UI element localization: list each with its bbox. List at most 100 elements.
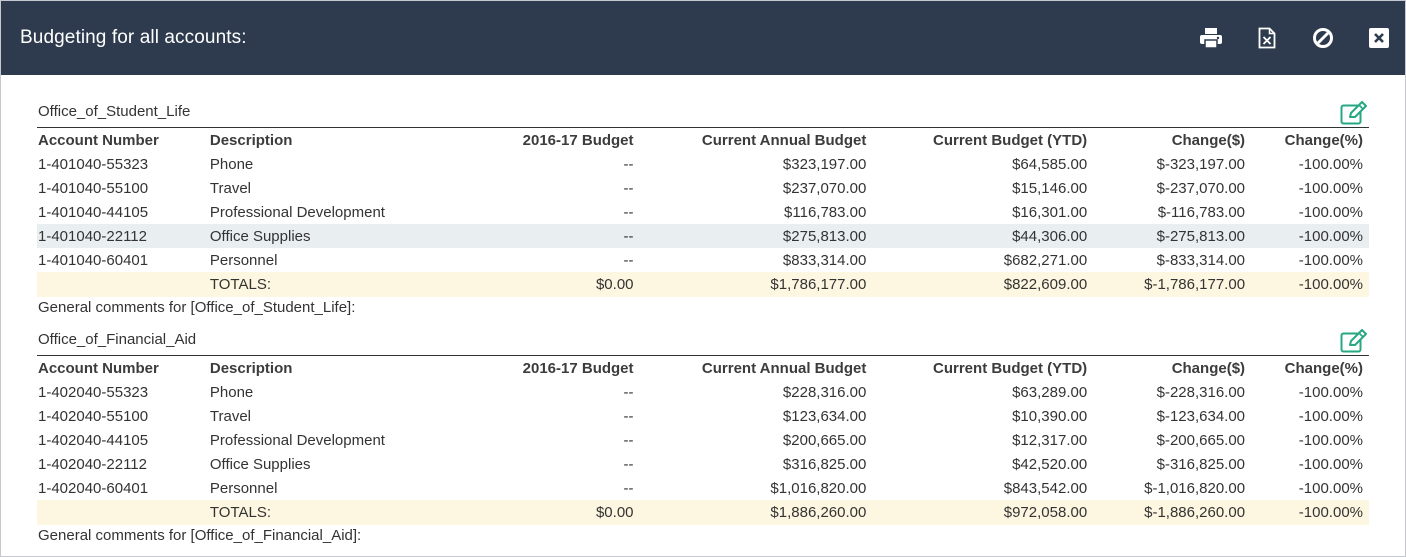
description-cell: Office Supplies [209,455,311,473]
total-change-percent: -100.00% [1251,272,1369,297]
table-row[interactable]: 1-401040-44105 Professional Development … [37,200,1369,224]
ytd-budget-cell: $44,306.00 [872,224,1094,248]
ytd-budget-cell: $10,390.00 [1012,407,1088,425]
budget-section: Office_of_Financial_Aid Account Number [37,328,1369,547]
change-amount-cell: $-237,070.00 [1156,179,1246,197]
change-percent-cell: -100.00% [1298,407,1363,425]
description-cell: Personnel [209,251,278,269]
change-percent-cell: -100.00% [1298,155,1363,173]
table-row[interactable]: 1-401040-55100 Travel -- $237,070.00 $15… [37,176,1369,200]
change-percent-cell: -100.00% [1298,203,1363,221]
annual-budget-cell: $116,783.00 [784,203,867,221]
prior-budget-cell: -- [623,203,634,221]
change-percent-cell: -100.00% [1298,383,1363,401]
total-annual-budget: $1,886,260.00 [639,500,873,525]
table-row[interactable]: 1-402040-22112 Office Supplies -- $316,8… [37,452,1369,476]
description-cell: Travel [209,179,251,197]
change-percent-cell: -100.00% [1298,431,1363,449]
edit-button[interactable] [1339,328,1369,354]
ytd-budget-cell: $64,585.00 [1012,155,1088,173]
section-name: Office_of_Financial_Aid [38,331,197,348]
table-header-row: Account Number Description 2016-17 Budge… [37,356,1369,380]
budget-table: Account Number Description 2016-17 Budge… [37,356,1369,525]
account-number-cell: 1-401040-55323 [38,155,149,173]
account-number-cell: 1-402040-60401 [38,479,149,497]
prior-budget-cell: -- [623,455,634,473]
description-cell: Professional Development [209,203,385,221]
prior-budget-cell: -- [623,155,634,173]
total-ytd-budget: $822,609.00 [872,272,1094,297]
general-comments-label: General comments for [Office_of_Student_… [38,299,356,316]
annual-budget-cell: $237,070.00 [782,179,867,197]
table-row[interactable]: 1-402040-60401 Personnel -- $1,016,820.0… [37,476,1369,500]
account-number-cell: 1-401040-55100 [38,179,149,197]
ytd-budget-cell: $16,301.00 [1012,203,1088,221]
table-row[interactable]: 1-401040-60401 Personnel -- $833,314.00 … [37,248,1369,272]
close-icon [1369,28,1389,48]
table-row[interactable]: 1-402040-55100 Travel -- $123,634.00 $10… [37,404,1369,428]
dialog-content: Office_of_Student_Life Account Number [1,75,1405,547]
prior-budget-cell: -- [623,431,634,449]
ban-icon [1313,28,1333,48]
ytd-budget-cell: $843,542.00 [1003,479,1088,497]
column-header: Change($) [1171,359,1246,377]
ytd-budget-cell: $12,317.00 [1012,431,1088,449]
description-cell: Phone [209,383,254,401]
column-header: 2016-17 Budget [522,359,634,377]
annual-budget-cell: $1,016,820.00 [770,479,867,497]
column-header: Account Number [38,359,159,377]
section-header: Office_of_Financial_Aid [37,328,1369,356]
change-percent-cell: -100.00% [1298,179,1363,197]
column-header: Description [209,131,293,149]
annual-budget-cell: $123,634.00 [782,407,867,425]
total-prior-budget: $0.00 [498,500,640,525]
change-amount-cell: $-228,316.00 [1156,383,1246,401]
column-header: Current Budget (YTD) [933,131,1088,149]
change-amount-cell: $-1,016,820.00 [1144,479,1246,497]
edit-button[interactable] [1339,100,1369,126]
table-row[interactable]: 1-402040-44105 Professional Development … [37,428,1369,452]
change-amount-cell: $-200,665.00 [1156,431,1246,449]
table-row[interactable]: 1-401040-55323 Phone -- $323,197.00 $64,… [37,152,1369,176]
table-row[interactable]: 1-402040-55323 Phone -- $228,316.00 $63,… [37,380,1369,404]
prior-budget-cell: -- [623,251,634,269]
account-number-cell: 1-402040-22112 [38,455,147,473]
close-button[interactable] [1365,24,1393,52]
total-change-percent: -100.00% [1251,500,1369,525]
description-cell: Personnel [209,479,278,497]
prior-budget-cell: -- [623,407,634,425]
column-header: Change(%) [1284,359,1363,377]
prior-budget-cell: -- [623,383,634,401]
annual-budget-cell: $316,825.00 [782,455,867,473]
change-percent-cell: -100.00% [1298,479,1363,497]
ytd-budget-cell: $63,289.00 [1012,383,1088,401]
edit-icon [1340,101,1367,125]
total-prior-budget: $0.00 [498,272,640,297]
change-amount-cell: $-323,197.00 [1156,155,1246,173]
change-amount-cell: $-116,783.00 [1157,203,1246,221]
totals-label: TOTALS: [208,500,499,525]
table-row-hovered[interactable]: 1-401040-22112 Office Supplies -- $275,8… [37,224,1369,248]
change-amount-cell: $-275,813.00 [1093,224,1252,248]
description-cell: Travel [209,407,251,425]
ytd-budget-cell: $682,271.00 [1003,251,1088,269]
print-button[interactable] [1197,24,1225,52]
total-annual-budget: $1,786,177.00 [639,272,873,297]
edit-icon [1340,329,1367,353]
totals-empty-cell [37,272,209,297]
export-excel-button[interactable] [1253,24,1281,52]
totals-label: TOTALS: [208,272,499,297]
account-number-cell: 1-401040-44105 [38,203,149,221]
general-comments-label: General comments for [Office_of_Financia… [38,527,362,544]
totals-row: TOTALS: $0.00 $1,886,260.00 $972,058.00 … [37,500,1369,525]
dialog-title: Budgeting for all accounts: [20,27,247,48]
cancel-button[interactable] [1309,24,1337,52]
dialog-titlebar: Budgeting for all accounts: [1,1,1405,75]
budget-section: Office_of_Student_Life Account Number [37,100,1369,319]
change-percent-cell: -100.00% [1298,251,1363,269]
column-header: Account Number [38,131,159,149]
prior-budget-cell: -- [498,224,640,248]
annual-budget-cell: $275,813.00 [639,224,873,248]
total-ytd-budget: $972,058.00 [872,500,1094,525]
